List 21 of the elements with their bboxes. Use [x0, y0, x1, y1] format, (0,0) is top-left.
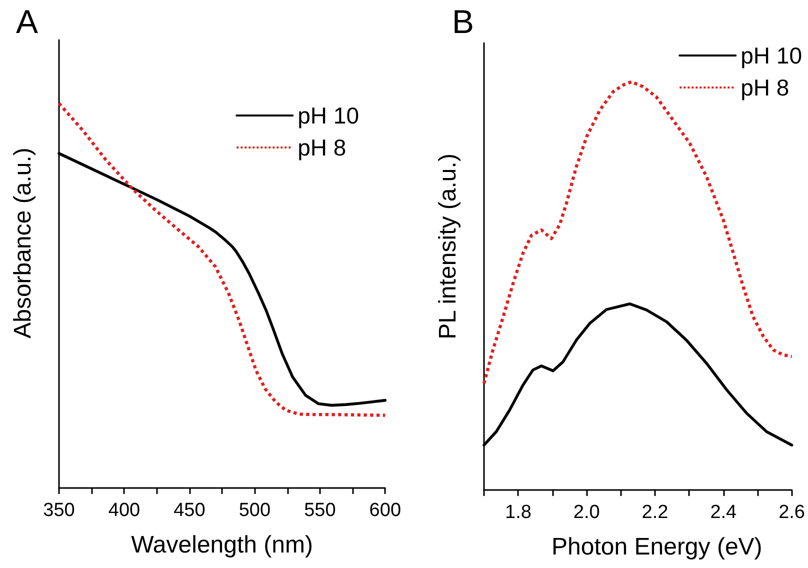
x-tick-label: 400	[108, 500, 140, 521]
x-tick-label: 500	[238, 500, 271, 521]
legend-label: pH 10	[298, 102, 359, 128]
x-tick-label: 350	[43, 500, 75, 521]
legend-label: pH 8	[740, 74, 790, 100]
x-axis-title: Photon Energy (eV)	[552, 534, 762, 560]
legend-label: pH 8	[298, 134, 346, 160]
y-axis-title: Absorbance (a.u.)	[10, 148, 36, 338]
x-tick-label: 2.4	[710, 502, 738, 523]
x-tick-label: 1.8	[504, 502, 532, 523]
x-tick-label: 600	[369, 500, 401, 521]
x-tick-label: 2.0	[573, 502, 600, 523]
x-tick-label: 2.6	[778, 502, 806, 523]
x-tick-label: 2.2	[642, 502, 668, 523]
x-tick-label: 550	[304, 500, 336, 521]
y-axis-title: PL intensity (a.u.)	[434, 154, 462, 340]
chart-title: B	[452, 3, 474, 40]
x-tick-label: 450	[174, 500, 206, 521]
x-axis-title: Wavelength (nm)	[131, 532, 313, 558]
legend-label: pH 10	[740, 42, 802, 68]
chart-title: A	[16, 3, 38, 40]
